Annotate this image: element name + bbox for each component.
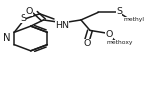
Text: methoxy: methoxy	[107, 40, 133, 45]
Text: N: N	[3, 33, 10, 44]
Text: HN: HN	[55, 21, 69, 30]
Text: methyl: methyl	[124, 17, 145, 22]
Text: S: S	[116, 7, 122, 16]
Text: O: O	[26, 7, 33, 16]
Text: O: O	[83, 39, 91, 48]
Text: S: S	[20, 14, 26, 23]
Text: O: O	[105, 30, 112, 39]
